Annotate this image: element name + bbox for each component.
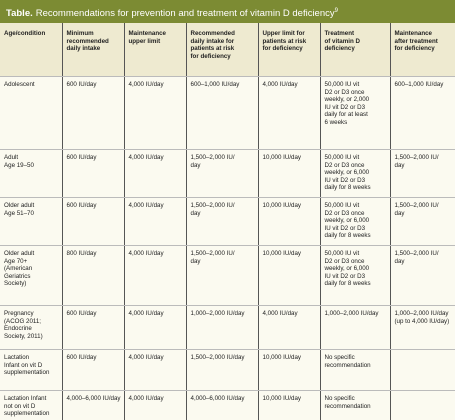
row-label: Adult Age 19–50 xyxy=(0,149,62,198)
cell: 800 IU/day xyxy=(61,245,124,306)
row-label: Lactation Infant not on vit D supplement… xyxy=(0,390,62,420)
cell: 1,000–2,000 IU/day xyxy=(319,305,390,350)
table-row: Lactation Infant not on vit D supplement… xyxy=(0,390,455,420)
title-ref: 9 xyxy=(334,8,338,14)
header-row: Age/condition Minimum recommended daily i… xyxy=(0,23,455,77)
cell: 1,500–2,000 IU/ day xyxy=(185,149,258,198)
cell: 10,000 IU/day xyxy=(257,349,320,391)
header-cell: Upper limit for patients at risk for def… xyxy=(257,23,320,77)
row-label: Lactation Infant on vit D supplementatio… xyxy=(0,349,62,391)
cell: 4,000 IU/day xyxy=(257,305,320,350)
cell: 4,000 IU/day xyxy=(123,197,186,246)
header-cell: Maintenance after treatment for deficien… xyxy=(389,23,455,77)
cell: 600 IU/day xyxy=(61,197,124,246)
row-label: Pregnancy (ACOG 2011; Endocrine Society,… xyxy=(0,305,62,350)
cell: 1,500–2,000 IU/ day xyxy=(389,197,455,246)
cell: 4,000 IU/day xyxy=(123,390,186,420)
cell: 1,500–2,000 IU/ day xyxy=(389,149,455,198)
title-label: Table. xyxy=(6,8,33,20)
cell: 600–1,000 IU/day xyxy=(389,76,455,150)
header-cell: Age/condition xyxy=(0,23,62,77)
cell: 50,000 IU vit D2 or D3 once weekly, or 6… xyxy=(319,197,390,246)
cell: 600 IU/day xyxy=(61,305,124,350)
table: Age/condition Minimum recommended daily i… xyxy=(0,23,455,420)
cell: 1,500–2,000 IU/ day xyxy=(185,245,258,306)
cell: 50,000 IU vit D2 or D3 once weekly, or 6… xyxy=(319,245,390,306)
title-text: Recommendations for prevention and treat… xyxy=(35,8,335,20)
cell: 1,000–2,000 IU/day (up to 4,000 IU/day) xyxy=(389,305,455,350)
row-label: Adolescent xyxy=(0,76,62,150)
cell: 600 IU/day xyxy=(61,149,124,198)
cell: 50,000 IU vit D2 or D3 once weekly, or 6… xyxy=(319,149,390,198)
row-label: Older adult Age 70+ (American Geriatrics… xyxy=(0,245,62,306)
cell: 4,000–6,000 IU/day xyxy=(61,390,124,420)
cell: 50,000 IU vit D2 or D3 once weekly, or 2… xyxy=(319,76,390,150)
title-bar: Table. Recommendations for prevention and… xyxy=(0,0,455,23)
table-row: Adult Age 19–50 600 IU/day 4,000 IU/day 1,5… xyxy=(0,149,455,198)
cell: 1,500–2,000 IU/ day xyxy=(389,245,455,306)
cell: No specific recommendation xyxy=(319,390,390,420)
empty-cell xyxy=(389,390,455,420)
cell: 4,000 IU/day xyxy=(123,305,186,350)
cell: 10,000 IU/day xyxy=(257,245,320,306)
header-cell: Recommended daily intake for patients at… xyxy=(185,23,258,77)
table-row: Adolescent 600 IU/day 4,000 IU/day 600–1,00… xyxy=(0,76,455,150)
header-cell: Minimum recommended daily intake xyxy=(61,23,124,77)
cell: No specific recommendation xyxy=(319,349,390,391)
header-cell: Treatment of vitamin D deficiency xyxy=(319,23,390,77)
table-body: Adolescent 600 IU/day 4,000 IU/day 600–1,00… xyxy=(0,76,455,420)
cell: 600 IU/day xyxy=(61,76,124,150)
cell: 600–1,000 IU/day xyxy=(185,76,258,150)
cell: 10,000 IU/day xyxy=(257,390,320,420)
cell: 600 IU/day xyxy=(61,349,124,391)
table-row: Older adult Age 70+ (American Geriatrics… xyxy=(0,245,455,306)
header-cell: Maintenance upper limit xyxy=(123,23,186,77)
cell: 1,000–2,000 IU/day xyxy=(185,305,258,350)
cell: 1,500–2,000 IU/day xyxy=(185,349,258,391)
cell: 4,000 IU/day xyxy=(123,76,186,150)
table-row: Older adult Age 51–70 600 IU/day 4,000 IU/… xyxy=(0,197,455,246)
table-row: Pregnancy (ACOG 2011; Endocrine Society,… xyxy=(0,305,455,350)
cell: 4,000–6,000 IU/day xyxy=(185,390,258,420)
cell: 4,000 IU/day xyxy=(123,149,186,198)
row-label: Older adult Age 51–70 xyxy=(0,197,62,246)
cell: 10,000 IU/day xyxy=(257,149,320,198)
table-row: Lactation Infant on vit D supplementatio… xyxy=(0,349,455,391)
cell: 4,000 IU/day xyxy=(257,76,320,150)
cell: 4,000 IU/day xyxy=(123,349,186,391)
cell: 10,000 IU/day xyxy=(257,197,320,246)
cell: 1,500–2,000 IU/ day xyxy=(185,197,258,246)
empty-cell xyxy=(389,349,455,391)
cell: 4,000 IU/day xyxy=(123,245,186,306)
